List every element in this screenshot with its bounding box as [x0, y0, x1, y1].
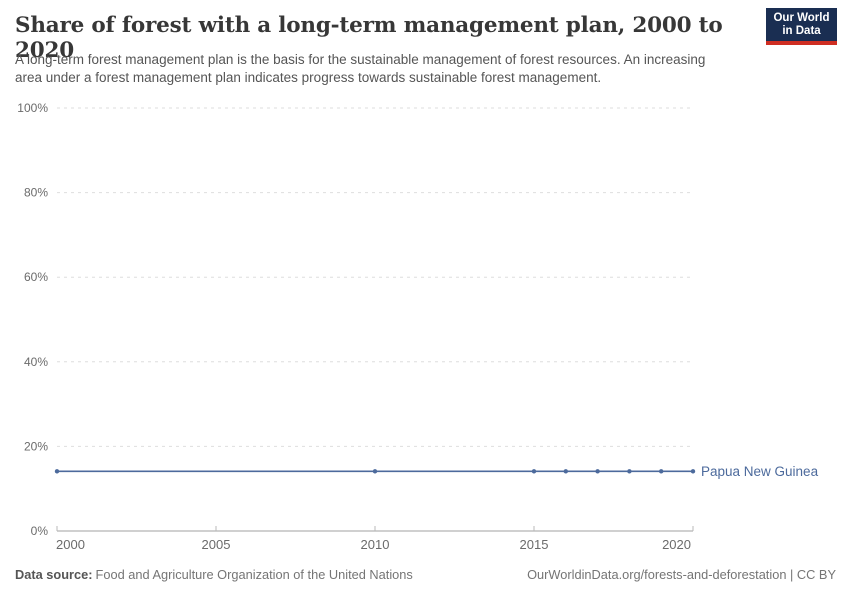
x-tick-label: 2015	[520, 537, 549, 552]
data-point[interactable]	[563, 469, 568, 474]
data-point[interactable]	[659, 469, 664, 474]
logo-text-line2: in Data	[782, 24, 821, 37]
chart-footer: Data source: Food and Agriculture Organiz…	[15, 567, 836, 582]
y-tick-label: 60%	[24, 270, 48, 284]
data-point[interactable]	[690, 469, 696, 474]
logo-text-line1: Our World	[773, 11, 830, 24]
data-point[interactable]	[372, 469, 378, 474]
data-source: Data source: Food and Agriculture Organiz…	[15, 567, 413, 582]
data-point[interactable]	[627, 469, 632, 474]
x-tick-label: 2000	[56, 537, 85, 552]
data-point[interactable]	[531, 469, 537, 474]
y-tick-label: 100%	[17, 101, 48, 115]
y-tick-label: 0%	[31, 524, 49, 538]
x-tick-label: 2020	[662, 537, 691, 552]
data-point[interactable]	[595, 469, 600, 474]
y-tick-label: 40%	[24, 355, 48, 369]
data-source-label: Data source:	[15, 567, 93, 582]
data-point[interactable]	[54, 469, 60, 474]
data-source-value: Food and Agriculture Organization of the…	[95, 567, 413, 582]
y-tick-label: 20%	[24, 439, 48, 453]
attribution-link[interactable]: OurWorldinData.org/forests-and-deforesta…	[527, 567, 836, 582]
line-chart: 0% 20% 40% 60% 80% 100% 2000 2005 2010 2015 2020 Pa…	[17, 101, 819, 552]
owid-logo[interactable]: Our World in Data	[766, 8, 837, 45]
chart-subtitle: A long-term forest management plan is th…	[15, 52, 706, 85]
x-tick-label: 2005	[202, 537, 231, 552]
y-tick-label: 80%	[24, 186, 48, 200]
entity-label[interactable]: Papua New Guinea	[701, 464, 819, 479]
x-tick-label: 2010	[361, 537, 390, 552]
page-title: Share of forest with a long-term managem…	[15, 13, 723, 63]
